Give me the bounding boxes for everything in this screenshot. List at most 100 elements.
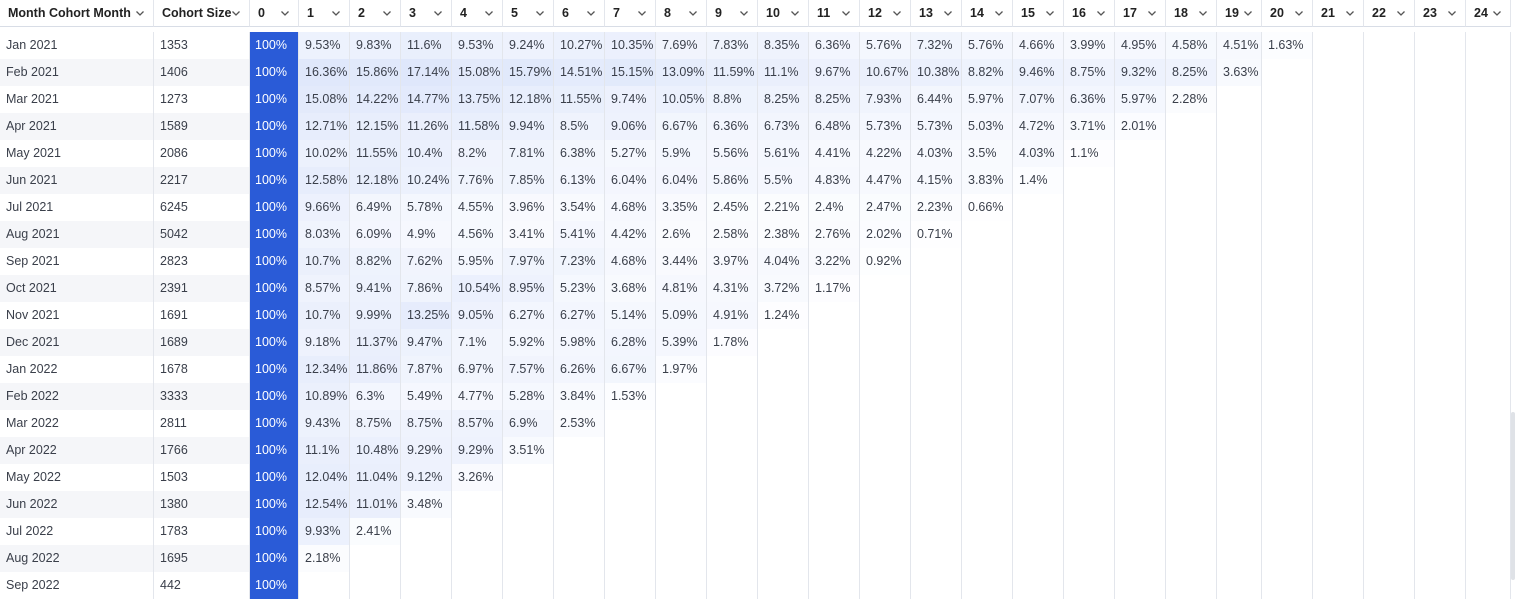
retention-cell: 2.23% [911,194,962,221]
column-header-label: 2 [358,6,365,20]
empty-cell [1466,329,1511,356]
column-header-period-9[interactable]: 9 [707,0,758,27]
chevron-down-icon[interactable] [942,7,954,19]
retention-cell: 13.09% [656,59,707,86]
empty-cell [1064,167,1115,194]
empty-cell [503,491,554,518]
column-header-period-17[interactable]: 17 [1115,0,1166,27]
column-header-period-12[interactable]: 12 [860,0,911,27]
chevron-down-icon[interactable] [738,7,750,19]
column-header-period-5[interactable]: 5 [503,0,554,27]
chevron-down-icon[interactable] [230,7,242,19]
empty-cell [1013,491,1064,518]
column-header-label: 23 [1423,6,1437,20]
empty-cell [452,572,503,599]
empty-cell [809,464,860,491]
empty-cell [1313,356,1364,383]
column-header-period-21[interactable]: 21 [1313,0,1364,27]
retention-cell: 5.23% [554,275,605,302]
retention-cell: 10.05% [656,86,707,113]
column-header-period-4[interactable]: 4 [452,0,503,27]
chevron-down-icon[interactable] [1044,7,1056,19]
column-header-month-cohort[interactable]: Month Cohort Month [0,0,154,27]
column-header-period-22[interactable]: 22 [1364,0,1415,27]
column-header-period-15[interactable]: 15 [1013,0,1064,27]
chevron-down-icon[interactable] [1293,7,1305,19]
column-header-period-13[interactable]: 13 [911,0,962,27]
cohort-month-cell: Jun 2022 [0,491,154,518]
chevron-down-icon[interactable] [1242,7,1254,19]
chevron-down-icon[interactable] [1491,7,1503,19]
empty-cell [962,329,1013,356]
retention-cell: 0.71% [911,221,962,248]
column-header-period-19[interactable]: 19 [1217,0,1262,27]
chevron-down-icon[interactable] [1395,7,1407,19]
chevron-down-icon[interactable] [1146,7,1158,19]
chevron-down-icon[interactable] [1446,7,1458,19]
chevron-down-icon[interactable] [279,7,291,19]
empty-cell [1166,356,1217,383]
empty-cell [1115,491,1166,518]
column-header-period-16[interactable]: 16 [1064,0,1115,27]
chevron-down-icon[interactable] [891,7,903,19]
retention-cell: 9.53% [452,32,503,59]
column-header-period-0[interactable]: 0 [250,0,299,27]
vertical-scrollbar[interactable] [1511,412,1515,580]
empty-cell [1364,32,1415,59]
chevron-down-icon[interactable] [330,7,342,19]
chevron-down-icon[interactable] [1344,7,1356,19]
column-header-period-18[interactable]: 18 [1166,0,1217,27]
cohort-size-cell: 2811 [154,410,250,437]
column-header-period-8[interactable]: 8 [656,0,707,27]
retention-cell: 3.84% [554,383,605,410]
column-header-period-10[interactable]: 10 [758,0,809,27]
retention-cell: 5.95% [452,248,503,275]
empty-cell [1217,545,1262,572]
empty-cell [860,437,911,464]
column-header-label: Month Cohort Month [8,6,131,20]
chevron-down-icon[interactable] [134,7,146,19]
column-header-period-3[interactable]: 3 [401,0,452,27]
column-header-period-7[interactable]: 7 [605,0,656,27]
cohort-size-cell: 1678 [154,356,250,383]
retention-cell: 5.86% [707,167,758,194]
column-header-cohort-size[interactable]: Cohort Size [154,0,250,27]
chevron-down-icon[interactable] [381,7,393,19]
chevron-down-icon[interactable] [687,7,699,19]
empty-cell [758,545,809,572]
cohort-month-cell: Sep 2021 [0,248,154,275]
column-header-period-6[interactable]: 6 [554,0,605,27]
chevron-down-icon[interactable] [534,7,546,19]
retention-cell: 3.97% [707,248,758,275]
empty-cell [1313,518,1364,545]
retention-cell: 5.98% [554,329,605,356]
empty-cell [1415,437,1466,464]
column-header-period-14[interactable]: 14 [962,0,1013,27]
chevron-down-icon[interactable] [1095,7,1107,19]
column-header-label: 12 [868,6,882,20]
retention-cell: 7.97% [503,248,554,275]
chevron-down-icon[interactable] [585,7,597,19]
retention-cell: 5.73% [860,113,911,140]
chevron-down-icon[interactable] [840,7,852,19]
chevron-down-icon[interactable] [483,7,495,19]
column-header-period-2[interactable]: 2 [350,0,401,27]
column-header-period-11[interactable]: 11 [809,0,860,27]
cohort-month-cell: Oct 2021 [0,275,154,302]
column-header-period-24[interactable]: 24 [1466,0,1511,27]
column-header-period-23[interactable]: 23 [1415,0,1466,27]
retention-cell: 4.68% [605,194,656,221]
chevron-down-icon[interactable] [789,7,801,19]
chevron-down-icon[interactable] [1197,7,1209,19]
retention-cell: 8.2% [452,140,503,167]
column-header-period-1[interactable]: 1 [299,0,350,27]
retention-cell: 11.37% [350,329,401,356]
chevron-down-icon[interactable] [993,7,1005,19]
retention-cell: 9.99% [350,302,401,329]
chevron-down-icon[interactable] [636,7,648,19]
cohort-size-cell: 1503 [154,464,250,491]
column-header-period-20[interactable]: 20 [1262,0,1313,27]
cohort-size-cell: 1766 [154,437,250,464]
chevron-down-icon[interactable] [432,7,444,19]
retention-cell: 8.95% [503,275,554,302]
